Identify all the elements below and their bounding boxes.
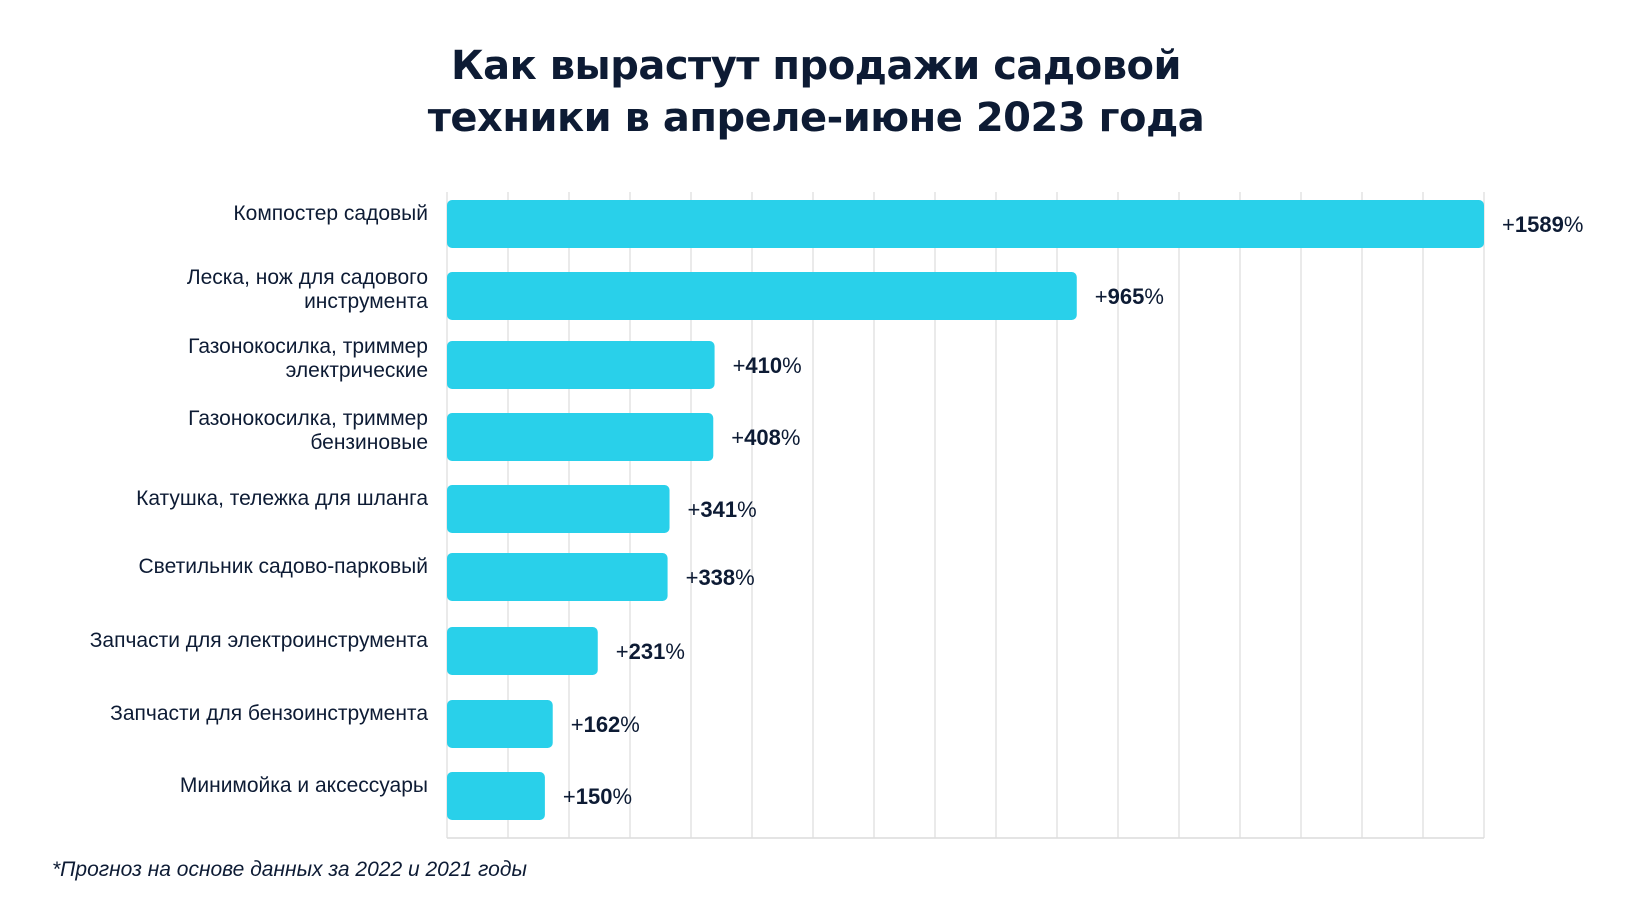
value-prefix: + bbox=[731, 425, 744, 450]
category-label: Газонокосилка, триммер электрические bbox=[188, 335, 428, 382]
category-label-line: бензиновые bbox=[310, 431, 428, 454]
chart-title: Как вырастут продажи садовой техники в а… bbox=[0, 40, 1632, 144]
value-number: 408 bbox=[744, 425, 781, 450]
bar bbox=[447, 700, 553, 748]
category-label-line: Запчасти для бензоинструмента bbox=[110, 702, 428, 725]
category-label-line: Светильник садово-парковый bbox=[139, 555, 428, 578]
value-label: +338% bbox=[686, 565, 755, 590]
category-label-line: Газонокосилка, триммер bbox=[188, 335, 428, 358]
category-label-line: Газонокосилка, триммер bbox=[188, 407, 428, 430]
value-label: +965% bbox=[1095, 284, 1164, 309]
chart-title-line-2: техники в апреле-июне 2023 года bbox=[427, 95, 1205, 141]
category-label: Минимойка и аксессуары bbox=[180, 774, 428, 797]
category-label: Катушка, тележка для шланга bbox=[136, 487, 428, 510]
bars bbox=[447, 200, 1484, 820]
value-number: 341 bbox=[700, 497, 737, 522]
value-label: +162% bbox=[571, 712, 640, 737]
value-number: 231 bbox=[629, 639, 666, 664]
value-prefix: + bbox=[688, 497, 701, 522]
value-prefix: + bbox=[686, 565, 699, 590]
category-label: Газонокосилка, триммер бензиновые bbox=[188, 407, 428, 454]
value-suffix: % bbox=[737, 497, 757, 522]
bar bbox=[447, 200, 1484, 248]
value-number: 162 bbox=[584, 712, 621, 737]
value-label: +231% bbox=[616, 639, 685, 664]
value-label: +1589% bbox=[1502, 212, 1583, 237]
value-prefix: + bbox=[1502, 212, 1515, 237]
value-prefix: + bbox=[616, 639, 629, 664]
value-prefix: + bbox=[733, 353, 746, 378]
category-label-line: Леска, нож для садового bbox=[187, 266, 428, 289]
value-suffix: % bbox=[781, 425, 801, 450]
value-label: +410% bbox=[733, 353, 802, 378]
category-label: Леска, нож для садового инструмента bbox=[187, 266, 428, 313]
category-label-line: Минимойка и аксессуары bbox=[180, 774, 428, 797]
value-number: 150 bbox=[576, 784, 613, 809]
category-label: Компостер садовый bbox=[233, 202, 428, 225]
value-suffix: % bbox=[1144, 284, 1164, 309]
chart-title-line-1: Как вырастут продажи садовой bbox=[450, 43, 1182, 89]
value-suffix: % bbox=[620, 712, 640, 737]
value-suffix: % bbox=[612, 784, 632, 809]
value-labels: +1589%+965%+410%+408%+341%+338%+231%+162… bbox=[563, 212, 1583, 809]
category-label: Запчасти для бензоинструмента bbox=[110, 702, 428, 725]
value-number: 1589 bbox=[1515, 212, 1564, 237]
value-suffix: % bbox=[665, 639, 685, 664]
bar bbox=[447, 341, 715, 389]
category-label: Светильник садово-парковый bbox=[139, 555, 428, 578]
value-number: 965 bbox=[1108, 284, 1145, 309]
value-prefix: + bbox=[563, 784, 576, 809]
value-suffix: % bbox=[735, 565, 755, 590]
category-labels: Компостер садовый Леска, нож для садового… bbox=[90, 202, 429, 797]
bar bbox=[447, 485, 670, 533]
category-label-line: Катушка, тележка для шланга bbox=[136, 487, 428, 510]
value-label: +408% bbox=[731, 425, 800, 450]
category-label: Запчасти для электроинструмента bbox=[90, 629, 429, 652]
category-label-line: Компостер садовый bbox=[233, 202, 428, 225]
value-label: +150% bbox=[563, 784, 632, 809]
bar bbox=[447, 772, 545, 820]
value-suffix: % bbox=[782, 353, 802, 378]
category-label-line: Запчасти для электроинструмента bbox=[90, 629, 429, 652]
bar bbox=[447, 413, 714, 461]
bar bbox=[447, 553, 668, 601]
value-prefix: + bbox=[571, 712, 584, 737]
bar bbox=[447, 272, 1077, 320]
bar bbox=[447, 627, 598, 675]
category-label-line: электрические bbox=[286, 359, 428, 382]
value-number: 338 bbox=[698, 565, 735, 590]
value-prefix: + bbox=[1095, 284, 1108, 309]
category-label-line: инструмента bbox=[304, 290, 428, 313]
value-suffix: % bbox=[1564, 212, 1584, 237]
footnote: *Прогноз на основе данных за 2022 и 2021… bbox=[52, 858, 527, 881]
value-label: +341% bbox=[688, 497, 757, 522]
value-number: 410 bbox=[745, 353, 782, 378]
